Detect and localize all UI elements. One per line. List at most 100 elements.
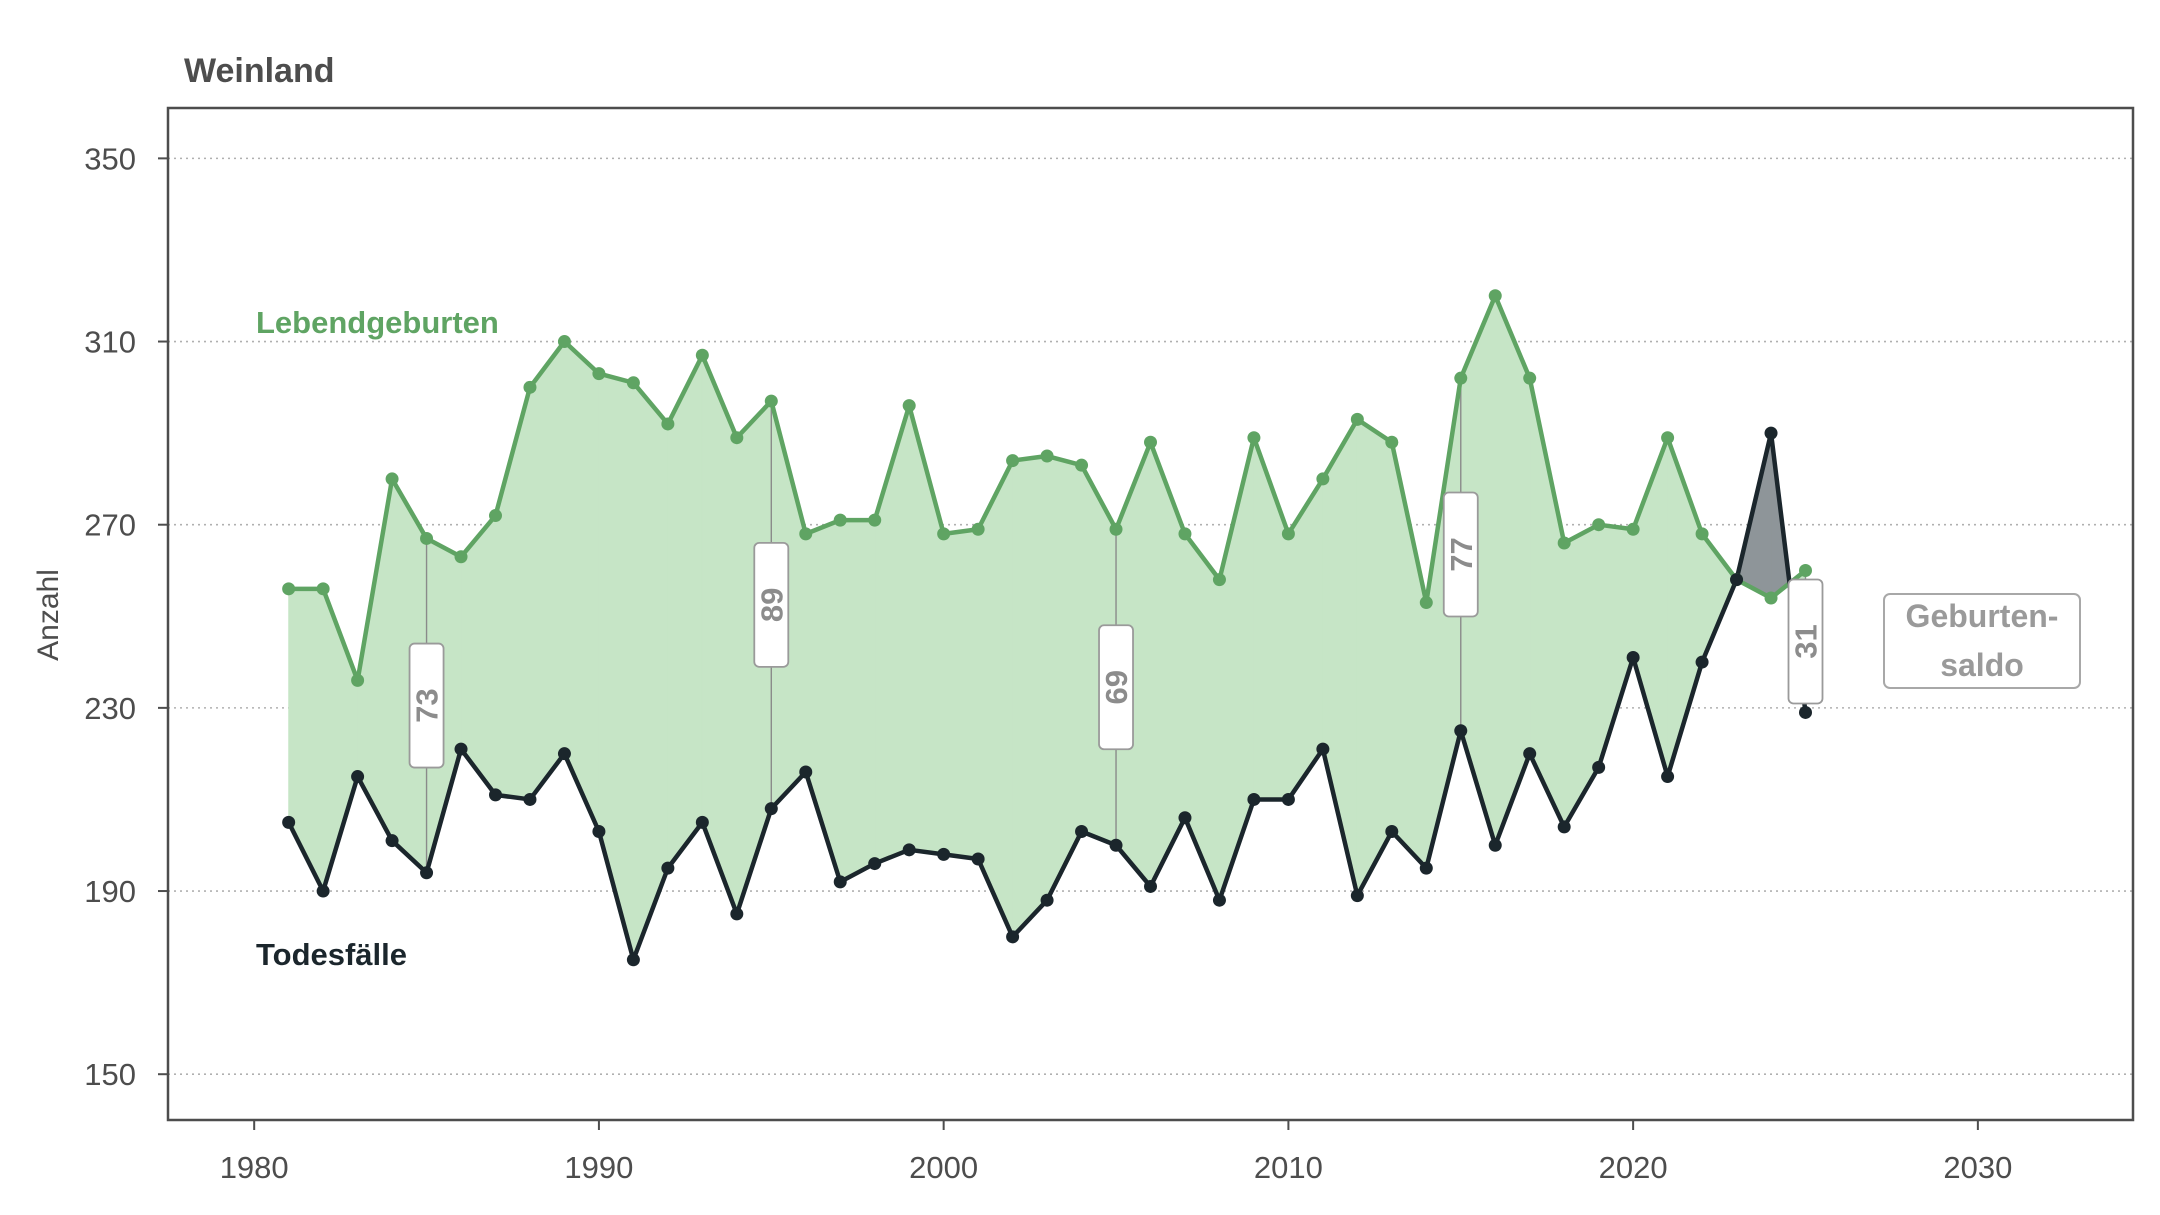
births-point-1998	[868, 513, 882, 527]
plot-frame	[166, 106, 2135, 1122]
surplus-area-2000	[943, 528, 979, 860]
surplus-area-1991	[632, 381, 669, 960]
deaths-point-2001	[971, 852, 985, 866]
deaths-point-2016	[1488, 838, 1502, 852]
births-point-2013	[1385, 435, 1399, 449]
deaths-point-1981	[282, 815, 296, 829]
births-point-1990	[592, 367, 606, 381]
deaths-point-2013	[1385, 825, 1399, 839]
y-tick-label-190: 190	[84, 874, 136, 909]
y-tick-label-150: 150	[84, 1057, 136, 1092]
deaths-point-1989	[557, 747, 571, 761]
series-points	[282, 289, 1812, 967]
births-point-1987	[489, 509, 502, 523]
surplus-area-1990	[598, 373, 634, 960]
births-point-1994	[730, 431, 744, 445]
births-point-2024	[1764, 591, 1778, 605]
deaths-point-2002	[1006, 930, 1020, 944]
deaths-point-2024	[1764, 426, 1778, 440]
births-point-2019	[1592, 518, 1606, 532]
y-tick-label-350: 350	[84, 141, 136, 176]
deaths-point-1983	[351, 770, 365, 784]
deaths-point-2015	[1454, 724, 1468, 738]
saldo-value-2015: 77	[1444, 537, 1479, 571]
surplus-area-1988	[529, 340, 565, 801]
births-point-1992	[661, 417, 675, 431]
births-point-1993	[695, 348, 709, 362]
surplus-area-2018	[1563, 524, 1600, 829]
deaths-point-2011	[1316, 742, 1330, 756]
deaths-point-1997	[833, 875, 847, 889]
births-point-2016	[1488, 289, 1502, 303]
births-point-1996	[799, 527, 813, 541]
births-point-2010	[1281, 527, 1295, 541]
x-axis-ticks: 1980 1990 2000 2010 2020 2030	[220, 1120, 2012, 1185]
births-point-1995	[764, 394, 778, 408]
area-fills	[288, 295, 1806, 960]
births-point-2014	[1419, 596, 1433, 610]
births-point-1999	[902, 399, 916, 413]
surplus-area-1981	[288, 588, 324, 892]
births-point-1983	[351, 673, 365, 687]
x-tick-label-2010: 2010	[1254, 1150, 1323, 1185]
surplus-area-2002	[1012, 455, 1048, 938]
births-point-2000	[937, 527, 951, 541]
deaths-point-1990	[592, 825, 606, 839]
births-point-2020	[1626, 522, 1640, 536]
deaths-point-2005	[1109, 838, 1123, 852]
deaths-point-2019	[1592, 760, 1606, 774]
x-tick-label-2030: 2030	[1943, 1150, 2012, 1185]
saldo-legend-box: Geburten- saldo	[1883, 593, 2081, 689]
deaths-point-1992	[661, 861, 675, 875]
saldo-box-2005	[1098, 624, 1134, 751]
chart-title: Weinland	[184, 52, 335, 90]
surplus-area-2012	[1356, 418, 1393, 896]
births-point-1991	[626, 376, 640, 390]
births-point-2022	[1695, 527, 1709, 541]
births-point-2006	[1144, 435, 1157, 449]
births-point-2012	[1350, 412, 1364, 426]
deaths-point-1994	[730, 907, 744, 921]
deaths-point-2008	[1212, 893, 1226, 907]
births-point-2009	[1247, 431, 1261, 445]
deaths-point-2009	[1247, 792, 1261, 806]
y-axis-label: Anzahl	[32, 569, 65, 661]
deaths-series-label: Todesfälle	[256, 937, 407, 972]
births-point-1988	[523, 380, 537, 394]
deaths-point-1995	[764, 802, 778, 816]
saldo-legend-line1: Geburten-	[1906, 598, 2059, 634]
surplus-area-1992	[667, 355, 703, 870]
y-tick-label-270: 270	[84, 508, 136, 543]
surplus-area-2013	[1391, 442, 1427, 870]
deaths-point-2018	[1557, 820, 1571, 834]
x-tick-label-1980: 1980	[220, 1150, 289, 1185]
deaths-point-1987	[489, 788, 502, 802]
deaths-point-2003	[1040, 893, 1054, 907]
births-point-1986	[454, 550, 468, 564]
surplus-area-2019	[1598, 524, 1634, 768]
saldo-box-1985	[408, 642, 445, 769]
births-point-1997	[833, 513, 847, 527]
births-point-2011	[1316, 472, 1330, 486]
births-point-1982	[316, 582, 330, 596]
deaths-point-1984	[385, 834, 399, 848]
deaths-point-2006	[1144, 879, 1157, 893]
births-point-2008	[1212, 573, 1226, 587]
births-point-2004	[1075, 458, 1089, 472]
saldo-box-2025	[1787, 578, 1824, 705]
surplus-area-1997	[839, 519, 876, 883]
births-point-2002	[1006, 454, 1020, 468]
deaths-point-2022	[1695, 655, 1709, 669]
saldo-value-2005: 69	[1099, 670, 1134, 704]
surplus-area-1998	[874, 405, 910, 865]
births-point-2015	[1454, 371, 1468, 385]
deaths-point-1986	[454, 742, 468, 756]
saldo-box-2015	[1442, 491, 1479, 618]
births-point-2021	[1661, 431, 1675, 445]
births-point-1989	[557, 335, 571, 349]
surplus-area-2007	[1184, 532, 1220, 901]
saldo-box-1995	[753, 541, 790, 668]
deaths-point-1985	[420, 866, 434, 880]
deaths-point-2017	[1523, 747, 1537, 761]
